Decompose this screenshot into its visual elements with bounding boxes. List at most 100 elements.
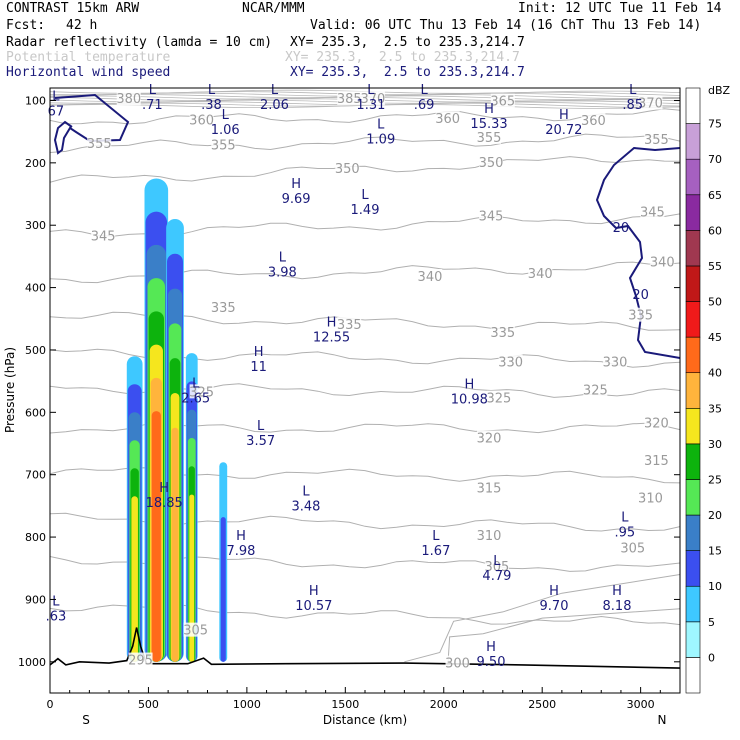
colorbar-tick-label: 25 [708, 473, 722, 486]
valid-time: Valid: 06 UTC Thu 13 Feb 14 (16 ChT Thu … [310, 18, 702, 33]
colorbar: 0 5 10 15 20 25 30 35 40 45 50 55 60 65 70 75 [685, 87, 722, 694]
wind-extremum-value: 20.72 [545, 123, 582, 138]
wind-extremum-type: H [291, 177, 301, 192]
colorbar-tick-label: 45 [708, 331, 722, 344]
wind-extremum-value: 3.48 [291, 499, 320, 514]
theta-label-bg [211, 137, 236, 152]
theta-label: 305 [620, 541, 645, 556]
theta-label: 310 [477, 529, 502, 544]
terrain-line [50, 627, 680, 669]
theta-label-bg [337, 91, 362, 106]
wind-extremum-type: L [222, 108, 230, 123]
colorbar-swatch [685, 657, 701, 694]
model-title: CONTRAST 15km ARW [6, 1, 140, 16]
colorbar-tick-label: 5 [708, 616, 715, 629]
field-2-xy: XY= 235.3, 2.5 to 235.3,214.7 [285, 50, 520, 65]
field-1-name: Radar reflectivity (lamda = 10 cm) [6, 35, 273, 50]
field-3-xy: XY= 235.3, 2.5 to 235.3,214.7 [290, 65, 525, 80]
wind-extremum-value: 11 [250, 360, 267, 375]
wind-extremum-type: H [309, 584, 319, 599]
wind-extremum-value: .85 [622, 98, 643, 113]
colorbar-swatch [685, 194, 701, 231]
x-tick-label: 2000 [430, 698, 458, 711]
theta-label-bg [583, 382, 608, 397]
y-tick-label: 800 [25, 531, 46, 544]
colorbar-tick-label: 40 [708, 367, 722, 380]
wind-extremum-value: .95 [615, 525, 636, 540]
theta-label-bg [211, 300, 236, 315]
init-time: Init: 12 UTC Tue 11 Feb 14 [518, 1, 722, 16]
theta-label-bg [640, 204, 665, 219]
wind-extremum-type: H [254, 345, 264, 360]
wind-extremum-type: H [549, 584, 559, 599]
theta-label: 345 [479, 209, 504, 224]
reflectivity-band [151, 411, 161, 662]
wind-extremum-value: 67 [48, 104, 65, 119]
colorbar-tick-label: 65 [708, 189, 722, 202]
colorbar-unit: dBZ [708, 84, 731, 97]
theta-label: 355 [211, 138, 236, 153]
theta-label: 325 [486, 392, 511, 407]
wind-contour [53, 93, 130, 155]
wind-extremum-type: L [629, 83, 637, 98]
theta-contour [50, 156, 680, 183]
theta-label-bg [528, 265, 553, 280]
theta-label: 315 [477, 481, 502, 496]
wind-extremum-type: H [159, 481, 169, 496]
theta-label: 370 [638, 97, 663, 112]
wind-extremum-value: 1.67 [421, 544, 450, 559]
wind-extremum-type: H [486, 640, 496, 655]
wind-extremum-type: L [279, 250, 287, 265]
x-axis-title: Distance (km) [323, 713, 407, 727]
reflectivity-band [171, 427, 179, 662]
theta-label: 315 [644, 454, 669, 469]
theta-label-bg [603, 354, 628, 369]
wind-extremum-type: L [192, 376, 200, 391]
theta-label-bg [486, 390, 511, 405]
wind-extremum-type: H [484, 102, 494, 117]
wind-extremum-value: 12.55 [313, 330, 350, 345]
x-tick-label: 0 [47, 698, 54, 711]
organization: NCAR/MMM [242, 1, 305, 16]
theta-label: 300 [445, 657, 470, 672]
y-tick-label: 400 [25, 282, 46, 295]
wind-extremum-value: 8.18 [603, 599, 632, 614]
wind-contour [595, 146, 680, 359]
wind-extremum-value: 1.06 [211, 123, 240, 138]
theta-label: 340 [650, 256, 675, 271]
wind-extremum-value: .71 [142, 98, 163, 113]
colorbar-tick-label: 75 [708, 118, 722, 131]
colorbar-tick-label: 30 [708, 438, 722, 451]
theta-label: 340 [418, 270, 443, 285]
wind-extremum-value: 9.69 [282, 192, 311, 207]
theta-label: 330 [603, 355, 628, 370]
theta-label-bg [435, 111, 460, 126]
theta-label-bg [650, 254, 675, 269]
theta-label-bg [638, 95, 663, 110]
theta-label-bg [490, 93, 515, 108]
theta-label: 335 [490, 326, 515, 341]
theta-label-bg [479, 208, 503, 223]
field-1-xy: XY= 235.3, 2.5 to 235.3,214.7 [290, 35, 525, 50]
colorbar-swatch [685, 585, 701, 623]
colorbar-swatch [685, 372, 701, 409]
wind-extremum-value: 10.98 [451, 393, 488, 408]
theta-label: 325 [583, 384, 608, 399]
colorbar-tick-label: 20 [708, 509, 722, 522]
wind-extremum-type: L [302, 484, 310, 499]
theta-label-bg [116, 91, 141, 106]
theta-label: 380 [116, 92, 141, 107]
theta-label-bg [189, 112, 214, 127]
theta-label: 355 [477, 131, 502, 146]
theta-label-bg [581, 113, 606, 128]
wind-extremum-type: H [464, 378, 474, 393]
theta-label-bg [417, 268, 442, 283]
colorbar-swatch [685, 158, 701, 196]
theta-label-bg [638, 490, 663, 505]
colorbar-swatch [685, 265, 701, 302]
theta-label-bg [477, 430, 502, 445]
colorbar-swatch [685, 479, 701, 516]
theta-label: 305 [183, 624, 208, 639]
wind-extremum-value: 9.70 [540, 599, 569, 614]
